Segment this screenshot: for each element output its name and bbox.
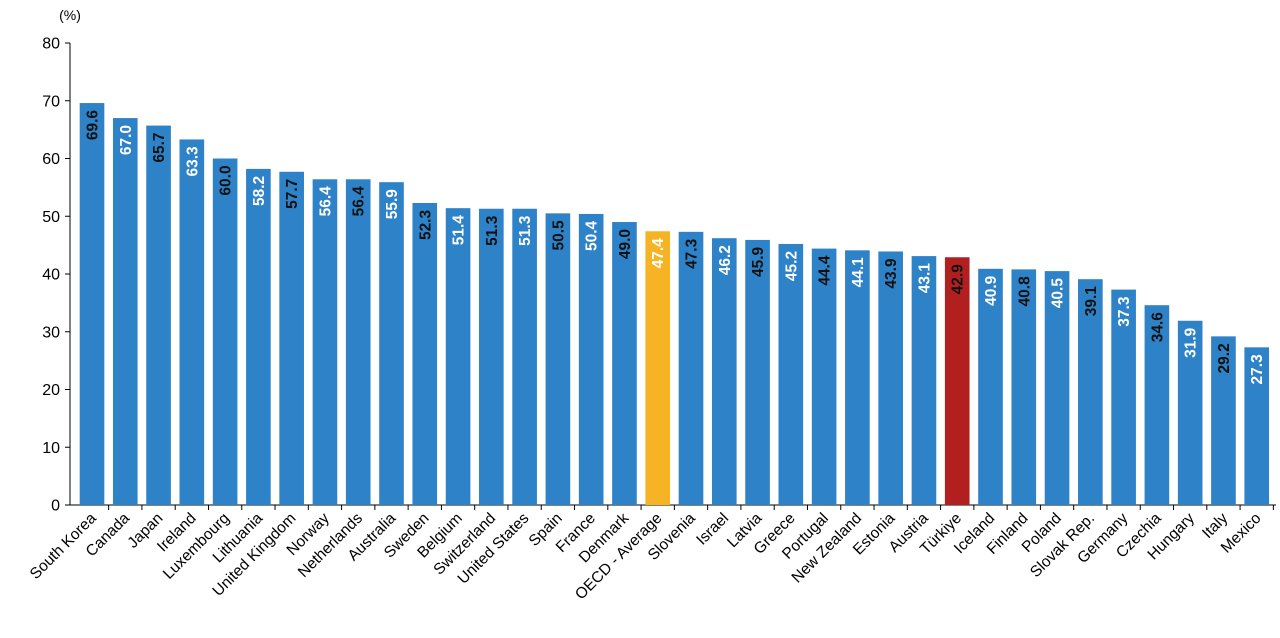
bar <box>645 231 671 505</box>
bar-value-label: 45.2 <box>783 251 800 281</box>
bar-value-label: 51.4 <box>451 215 468 246</box>
bar-value-label: 50.5 <box>550 220 567 251</box>
bar-value-label: 40.5 <box>1050 278 1067 309</box>
bar-value-label: 47.3 <box>684 238 701 269</box>
y-tick-label: 10 <box>42 440 60 457</box>
bar-value-label: 37.3 <box>1116 296 1133 327</box>
bar <box>1078 279 1103 505</box>
bar <box>312 179 338 506</box>
bar <box>79 103 105 505</box>
bar-value-label: 31.9 <box>1183 327 1200 358</box>
bar <box>778 243 804 505</box>
bar-value-label: 51.3 <box>484 215 501 246</box>
bar <box>545 213 571 506</box>
bar <box>512 208 537 506</box>
bar <box>978 268 1003 505</box>
bar-value-label: 51.3 <box>517 215 534 246</box>
bar-value-label: 44.4 <box>817 255 834 286</box>
bar <box>1244 347 1270 505</box>
bar <box>412 202 438 505</box>
bar <box>911 256 937 505</box>
x-category-label: Israel <box>693 510 732 549</box>
bar-value-label: 56.4 <box>351 186 368 217</box>
bar <box>1177 320 1203 505</box>
bar-value-label: 50.4 <box>584 220 601 251</box>
bar-value-label: 57.7 <box>284 179 301 209</box>
bar-value-label: 27.3 <box>1249 354 1266 385</box>
bar <box>345 179 371 506</box>
bar <box>745 239 770 505</box>
bar <box>112 118 138 505</box>
bar-value-label: 67.0 <box>118 125 135 155</box>
bar <box>445 208 471 506</box>
bar-value-label: 40.9 <box>983 275 1000 306</box>
bar-value-label: 58.2 <box>251 176 268 206</box>
value-labels: 69.6 67.0 65.7 63.3 60.0 58.2 57.7 56.4 56.4 55.9… <box>85 110 1267 385</box>
bar <box>1211 336 1236 505</box>
bar <box>212 158 238 505</box>
y-tick-label: 30 <box>42 324 60 341</box>
bar <box>845 250 870 505</box>
y-unit-label: (%) <box>59 7 81 23</box>
bar-value-label: 42.9 <box>950 264 967 295</box>
bar <box>678 231 704 505</box>
bar <box>146 125 171 505</box>
bar <box>1144 305 1170 505</box>
bar <box>379 182 404 505</box>
bar-value-label: 29.2 <box>1216 343 1233 373</box>
bar-value-label: 65.7 <box>151 132 168 162</box>
bars <box>79 103 1270 506</box>
bar-value-label: 56.4 <box>317 186 334 217</box>
y-tick-label: 70 <box>42 93 60 110</box>
bar-value-label: 63.3 <box>184 146 201 177</box>
bar <box>179 139 205 505</box>
bar-value-label: 43.1 <box>916 263 933 294</box>
bar-value-label: 55.9 <box>384 189 401 220</box>
y-tick-label: 80 <box>42 36 60 53</box>
bar-value-label: 52.3 <box>417 210 434 241</box>
category-labels: South KoreaCanadaJapanIrelandLuxembourgL… <box>27 510 1265 604</box>
bar-value-label: 49.0 <box>617 229 634 259</box>
bar <box>1044 271 1070 505</box>
axes: 0 10 20 30 40 50 60 70 80 <box>42 36 1276 515</box>
y-tick-label: 20 <box>42 382 60 399</box>
y-tick-label: 0 <box>51 498 60 515</box>
bar-value-label: 44.1 <box>850 257 867 288</box>
y-tick-label: 60 <box>42 151 60 168</box>
bar <box>279 171 304 505</box>
bar <box>479 208 504 506</box>
bar <box>246 168 271 505</box>
bar-value-label: 34.6 <box>1149 312 1166 343</box>
bar-value-label: 43.9 <box>883 258 900 289</box>
y-tick-label: 50 <box>42 209 60 226</box>
bar <box>1011 269 1037 505</box>
bar-value-label: 39.1 <box>1083 286 1100 317</box>
bar <box>612 222 637 505</box>
bar <box>1111 289 1136 505</box>
bar-value-label: 69.6 <box>85 110 102 141</box>
bar <box>944 257 970 505</box>
y-tick-label: 40 <box>42 267 60 284</box>
bar <box>811 248 837 505</box>
bar-value-label: 60.0 <box>218 165 235 195</box>
bar-value-label: 46.2 <box>717 245 734 275</box>
bar-value-label: 40.8 <box>1016 276 1033 307</box>
bar <box>578 213 604 505</box>
bar-value-label: 47.4 <box>650 238 667 269</box>
bar-value-label: 45.9 <box>750 246 767 277</box>
bar <box>711 238 737 505</box>
bar <box>878 251 903 505</box>
